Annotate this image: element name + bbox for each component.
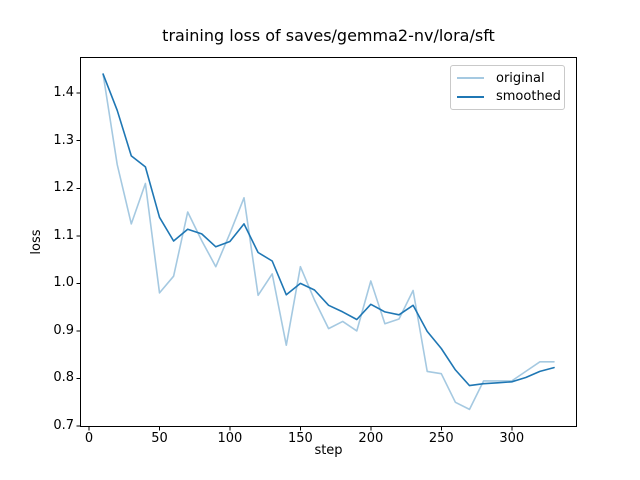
x-axis-label: step xyxy=(314,443,343,458)
original-line xyxy=(102,73,555,411)
legend-item-smoothed: smoothed xyxy=(451,88,564,105)
x-tick-label: 300 xyxy=(499,431,525,446)
x-tick-label: 250 xyxy=(428,431,454,446)
y-tick-label: 1.2 xyxy=(53,180,74,196)
y-tick-label: 1.1 xyxy=(53,227,74,243)
y-tick-label: 0.7 xyxy=(53,418,74,434)
x-tick-label: 100 xyxy=(217,431,243,446)
y-tick-label: 1.0 xyxy=(53,275,74,291)
legend-label: smoothed xyxy=(496,89,561,105)
legend: original smoothed xyxy=(450,65,565,110)
x-tick-label: 200 xyxy=(358,431,384,446)
smoothed-line-swatch-icon xyxy=(457,95,484,98)
y-tick-label: 0.9 xyxy=(53,322,74,338)
x-tick-label: 150 xyxy=(287,431,313,446)
chart-title: training loss of saves/gemma2-nv/lora/sf… xyxy=(162,26,495,45)
legend-label: original xyxy=(496,70,545,86)
original-line-swatch-icon xyxy=(457,77,484,80)
legend-item-original: original xyxy=(451,70,564,87)
y-tick-label: 0.8 xyxy=(53,370,74,386)
x-tick-label: 0 xyxy=(84,431,94,446)
y-tick-label: 1.4 xyxy=(53,85,74,101)
smoothed-line xyxy=(102,73,555,387)
x-tick-label: 50 xyxy=(151,431,168,446)
y-tick-label: 1.3 xyxy=(53,132,74,148)
axes-frame xyxy=(80,57,577,427)
